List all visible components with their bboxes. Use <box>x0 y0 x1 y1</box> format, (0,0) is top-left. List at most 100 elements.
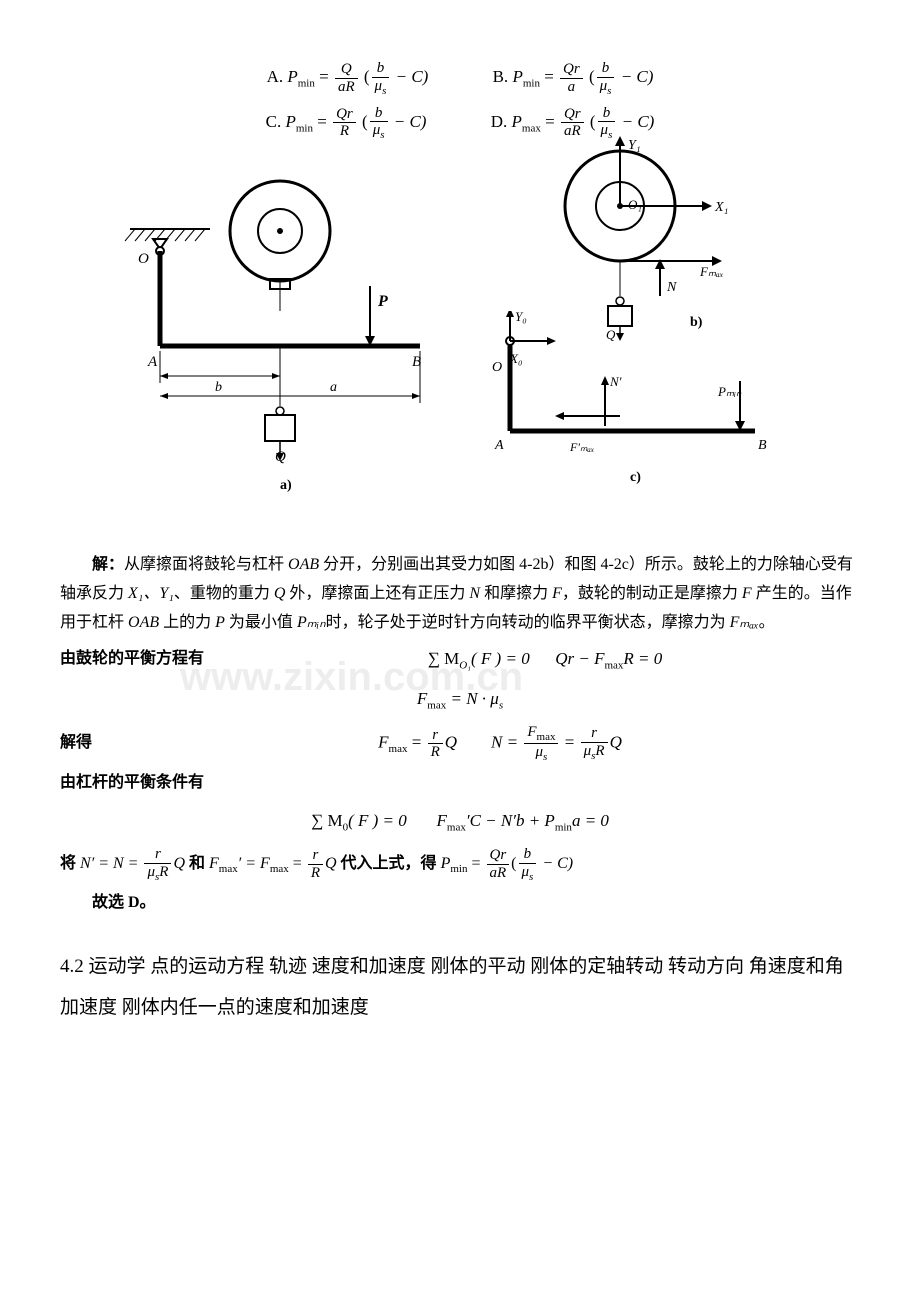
p3-h: Q <box>325 855 337 872</box>
eq3-den3b: R <box>595 743 604 759</box>
fig-a-dim-a: a <box>330 380 337 395</box>
p3-num3: Qr <box>487 847 510 865</box>
opt-A-paren-num: b <box>372 60 390 78</box>
p3-den4a-sub: s <box>529 871 533 883</box>
p3-f-sub: max <box>270 863 289 875</box>
sol-p1-h: 外，摩擦面上还有正压力 <box>285 585 469 602</box>
opt-A-pre-den: aR <box>335 79 358 96</box>
opt-B-lhs-sub: min <box>523 78 540 90</box>
opt-B-tail: − C) <box>616 67 653 86</box>
sol-p1-l: ，鼓轮的制动正是摩擦力 <box>562 585 742 602</box>
p3-g: = <box>289 855 306 872</box>
eq3-den3a: μ <box>584 743 592 759</box>
p3-num1: r <box>144 846 171 864</box>
fig-c-label-Fmaxp: F′ₘₐₓ <box>569 440 594 454</box>
eq3-c: Q <box>445 732 457 751</box>
eq2-b-sub: s <box>499 699 503 711</box>
eq3-den2: μ <box>536 744 544 760</box>
figure-area: O A B Q P b a a) <box>60 171 860 521</box>
sol-p1-u: Fₘₐₓ <box>730 614 759 631</box>
eq3-f: Q <box>610 732 622 751</box>
eq3-e: = <box>560 732 578 751</box>
opt-A-label: A. <box>267 67 284 86</box>
opt-D-eq: = <box>545 112 555 131</box>
sol-p1-p: 上的力 <box>159 614 215 631</box>
solution-p1: 解：从摩擦面将鼓轮与杠杆 OAB 分开，分别画出其受力如图 4-2b）和图 4-… <box>60 551 860 637</box>
solution-block: 解：从摩擦面将鼓轮与杠杆 OAB 分开，分别画出其受力如图 4-2b）和图 4-… <box>60 551 860 917</box>
eq3-num3: r <box>581 725 608 743</box>
sol-p1-j: 和摩擦力 <box>480 585 552 602</box>
sol-p1-b: 从摩擦面将鼓轮与杠杆 <box>124 556 288 573</box>
sol-p1-v: 。 <box>759 614 775 631</box>
p3-den1a: μ <box>147 864 155 880</box>
opt-A-paren-den-sub: s <box>382 85 386 97</box>
opt-A-pre-num: Q <box>335 61 358 79</box>
eq4-c-sub: max <box>447 821 466 833</box>
sol-p1-t: 时，轮子处于逆时针方向转动的临界平衡状态，摩擦力为 <box>326 614 730 631</box>
sol-p1-m: F <box>742 585 752 602</box>
eq3-a-sub: max <box>389 743 408 755</box>
options-row-1: A. Pmin = QaR (bμs − C) B. Pmin = Qra (b… <box>60 60 860 97</box>
fig-b-label-X1: X₁ <box>714 200 728 215</box>
solution-p2: 由杠杆的平衡条件有 <box>60 769 860 798</box>
opt-A-lhs: P <box>287 67 297 86</box>
opt-C-frac1: QrR <box>333 106 356 140</box>
figure-c: O A B X₀ Y₀ N′ F′ₘₐₓ Pₘᵢₙ c) <box>480 311 780 491</box>
opt-C-pre-den: R <box>333 123 356 140</box>
option-C: C. Pmin = QrR (bμs − C) <box>266 105 427 142</box>
p3-d: 和 <box>185 855 209 872</box>
sol-p1-e: X₁、Y₁ <box>128 585 174 602</box>
p3-den3: aR <box>487 865 510 882</box>
eq3-b: = <box>408 732 426 751</box>
eq1-d: R = 0 <box>623 649 662 668</box>
opt-B-eq: = <box>544 67 554 86</box>
p3-den2: R <box>308 865 323 882</box>
opt-C-lhs: P <box>285 112 295 131</box>
eq1-a-sub: O₁ <box>459 659 471 671</box>
eq2: Fmax = N · μs <box>60 684 860 716</box>
opt-A-lhs-sub: min <box>298 78 315 90</box>
eq1-a: ∑ M <box>428 649 460 668</box>
opt-C-paren-den-sub: s <box>380 129 384 141</box>
p3-a: 将 <box>60 855 80 872</box>
opt-A-paren-den: μ <box>375 78 383 94</box>
p3-l: ( <box>511 855 516 872</box>
opt-B-paren-num: b <box>597 60 615 78</box>
eq4-b: ( F ) = 0 <box>348 811 407 830</box>
opt-A-tail: − C) <box>391 67 428 86</box>
sol-p1-o: OAB <box>128 614 159 631</box>
eq2-b: = N · μ <box>446 689 499 708</box>
opt-B-frac1: Qra <box>560 61 583 95</box>
options-block: A. Pmin = QaR (bμs − C) B. Pmin = Qra (b… <box>60 60 860 141</box>
opt-D-tail: − C) <box>617 112 654 131</box>
fig-c-label-X0: X₀ <box>509 351 522 366</box>
p3-c: Q <box>173 855 185 872</box>
opt-C-frac2: bμs <box>370 105 388 142</box>
opt-C-paren-num: b <box>370 105 388 123</box>
eq3-label: 解得 <box>60 729 140 758</box>
sol-p1-f: 、重物的重力 <box>174 585 274 602</box>
p3-den4a: μ <box>522 864 530 880</box>
sol-p1-a: 解： <box>92 556 124 573</box>
eq3-d: N = <box>491 732 522 751</box>
eq1-c-sub: max <box>604 659 623 671</box>
option-A: A. Pmin = QaR (bμs − C) <box>267 60 429 97</box>
eq4-a: ∑ M <box>311 811 343 830</box>
eq4-d: ′C − N′b + P <box>466 811 555 830</box>
fig-c-label-B: B <box>758 438 767 453</box>
option-B: B. Pmin = Qra (bμs − C) <box>493 60 654 97</box>
eq1-content: ∑ MO₁( F ) = 0 Qr − FmaxR = 0 <box>230 644 860 676</box>
fig-b-label-Y1: Y₁ <box>628 138 641 153</box>
opt-D-pre-num: Qr <box>561 106 584 124</box>
opt-D-label: D. <box>491 112 508 131</box>
opt-B-label: B. <box>493 67 509 86</box>
fig-c-label-Nprime: N′ <box>609 374 622 389</box>
eq3-den: R <box>428 744 443 761</box>
opt-C-label: C. <box>266 112 282 131</box>
p3-j: P <box>441 855 451 872</box>
p3-num2: r <box>308 847 323 865</box>
fig-b-label-O1: O₁ <box>628 197 642 212</box>
fig-c-caption: c) <box>630 470 641 485</box>
opt-B-pre-den: a <box>560 79 583 96</box>
sol-p1-c: OAB <box>288 556 319 573</box>
